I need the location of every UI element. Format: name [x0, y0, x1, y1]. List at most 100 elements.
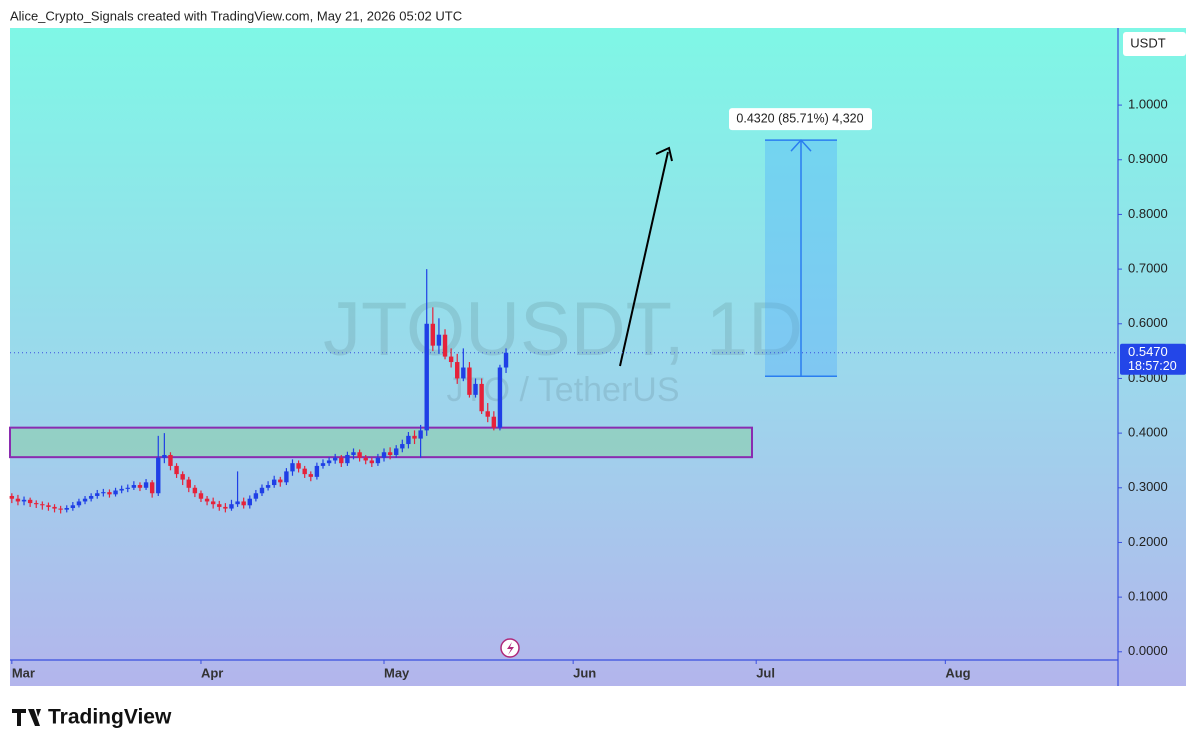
candle-body [369, 460, 375, 464]
candle-body [387, 452, 393, 455]
brand: TradingView [48, 706, 172, 729]
candle-body [27, 499, 33, 504]
candle-body [400, 444, 405, 449]
countdown: 18:57:20 [1128, 359, 1177, 373]
candle-body [168, 454, 173, 466]
candle-body [229, 504, 234, 509]
candle-body [143, 482, 149, 488]
candle-body [296, 463, 301, 469]
candle-body [217, 504, 222, 507]
candle-body [64, 508, 69, 510]
y-tick-label: 0.2000 [1128, 534, 1168, 549]
currency: USDT [1130, 35, 1165, 50]
y-tick-label: 0.7000 [1128, 261, 1168, 276]
candle-body [223, 506, 228, 509]
candle-body [363, 457, 368, 461]
arrow-head [655, 146, 673, 162]
y-tick-label: 0.3000 [1128, 479, 1168, 494]
last-price-box [1120, 343, 1186, 375]
candle-body [442, 334, 448, 357]
candle-body [461, 367, 466, 379]
arrow [619, 151, 669, 367]
candle-body [467, 367, 472, 395]
candle-body [149, 482, 155, 494]
candle-body [210, 501, 216, 505]
candle-body [125, 487, 130, 489]
candle-body [503, 352, 509, 368]
candle-body [156, 457, 161, 494]
candle-body [333, 457, 338, 461]
candle-body [95, 493, 100, 496]
candle-body [34, 503, 39, 505]
candle-body [107, 492, 112, 495]
candle-body [40, 504, 45, 506]
target-label-box [729, 108, 872, 131]
y-tick-label: 1.0000 [1128, 97, 1168, 112]
chart-background [10, 28, 1186, 686]
candle-body [302, 468, 307, 475]
candle-body [375, 457, 381, 464]
candle-body [119, 488, 124, 491]
currency-box[interactable] [1123, 32, 1186, 56]
candle-body [345, 454, 350, 464]
candle-body [455, 362, 460, 379]
candle-body [46, 505, 51, 507]
target-arrow-head [790, 138, 812, 152]
candle-body [174, 465, 179, 475]
candle-body [430, 323, 436, 346]
candle-body [204, 498, 210, 502]
candle-body [52, 506, 57, 509]
y-tick-label: 0.4000 [1128, 425, 1168, 440]
y-tick-label: 0.6000 [1128, 315, 1168, 330]
candle-body [101, 492, 106, 494]
support-zone [9, 426, 753, 459]
candle-body [76, 501, 82, 506]
candle-body [326, 460, 332, 464]
candle-body [497, 367, 503, 428]
header: Alice_Crypto_Signals created with Tradin… [10, 8, 462, 23]
candle-body [320, 463, 326, 466]
watermark-symbol: JTOUSDT, 1D [323, 287, 803, 372]
candle-body [180, 474, 185, 480]
candle-body [308, 474, 313, 477]
candle-body [394, 448, 399, 455]
candle-body [278, 479, 283, 483]
candle-body [198, 493, 204, 499]
candle-body [448, 356, 454, 363]
candle-body [412, 435, 417, 439]
candle-body [284, 471, 289, 483]
candle-body [479, 383, 484, 412]
y-tick-label: 0.8000 [1128, 206, 1168, 221]
brand-logo [12, 709, 41, 726]
x-tick-label: Apr [201, 665, 223, 680]
candle-body [186, 479, 191, 488]
candle-body [82, 498, 88, 502]
candle-body [351, 452, 356, 455]
candle-body [357, 452, 362, 458]
candle-body [485, 411, 490, 417]
candle-body [424, 323, 429, 431]
candle-body [15, 498, 21, 502]
candle-body [271, 479, 277, 486]
x-tick-label: Jul [756, 665, 775, 680]
candle-body [265, 485, 271, 488]
x-tick-label: May [384, 665, 410, 680]
candle-body [131, 485, 137, 488]
target-label: 0.4320 (85.71%) 4,320 [736, 111, 863, 125]
x-tick-label: Jun [573, 665, 596, 680]
candle-body [247, 498, 252, 506]
y-tick-label: 0.9000 [1128, 151, 1168, 166]
candle-body [21, 499, 27, 502]
candle-body [290, 463, 295, 472]
y-tick-label: 0.1000 [1128, 589, 1168, 604]
candle-body [113, 490, 118, 495]
candle-body [235, 501, 240, 505]
candle-body [70, 505, 76, 509]
candle-body [241, 501, 246, 506]
candle-body [88, 495, 94, 499]
candle-body [162, 454, 167, 458]
candle-body [314, 465, 320, 477]
event-bolt [507, 642, 514, 655]
y-tick-label: 0.0000 [1128, 643, 1168, 658]
